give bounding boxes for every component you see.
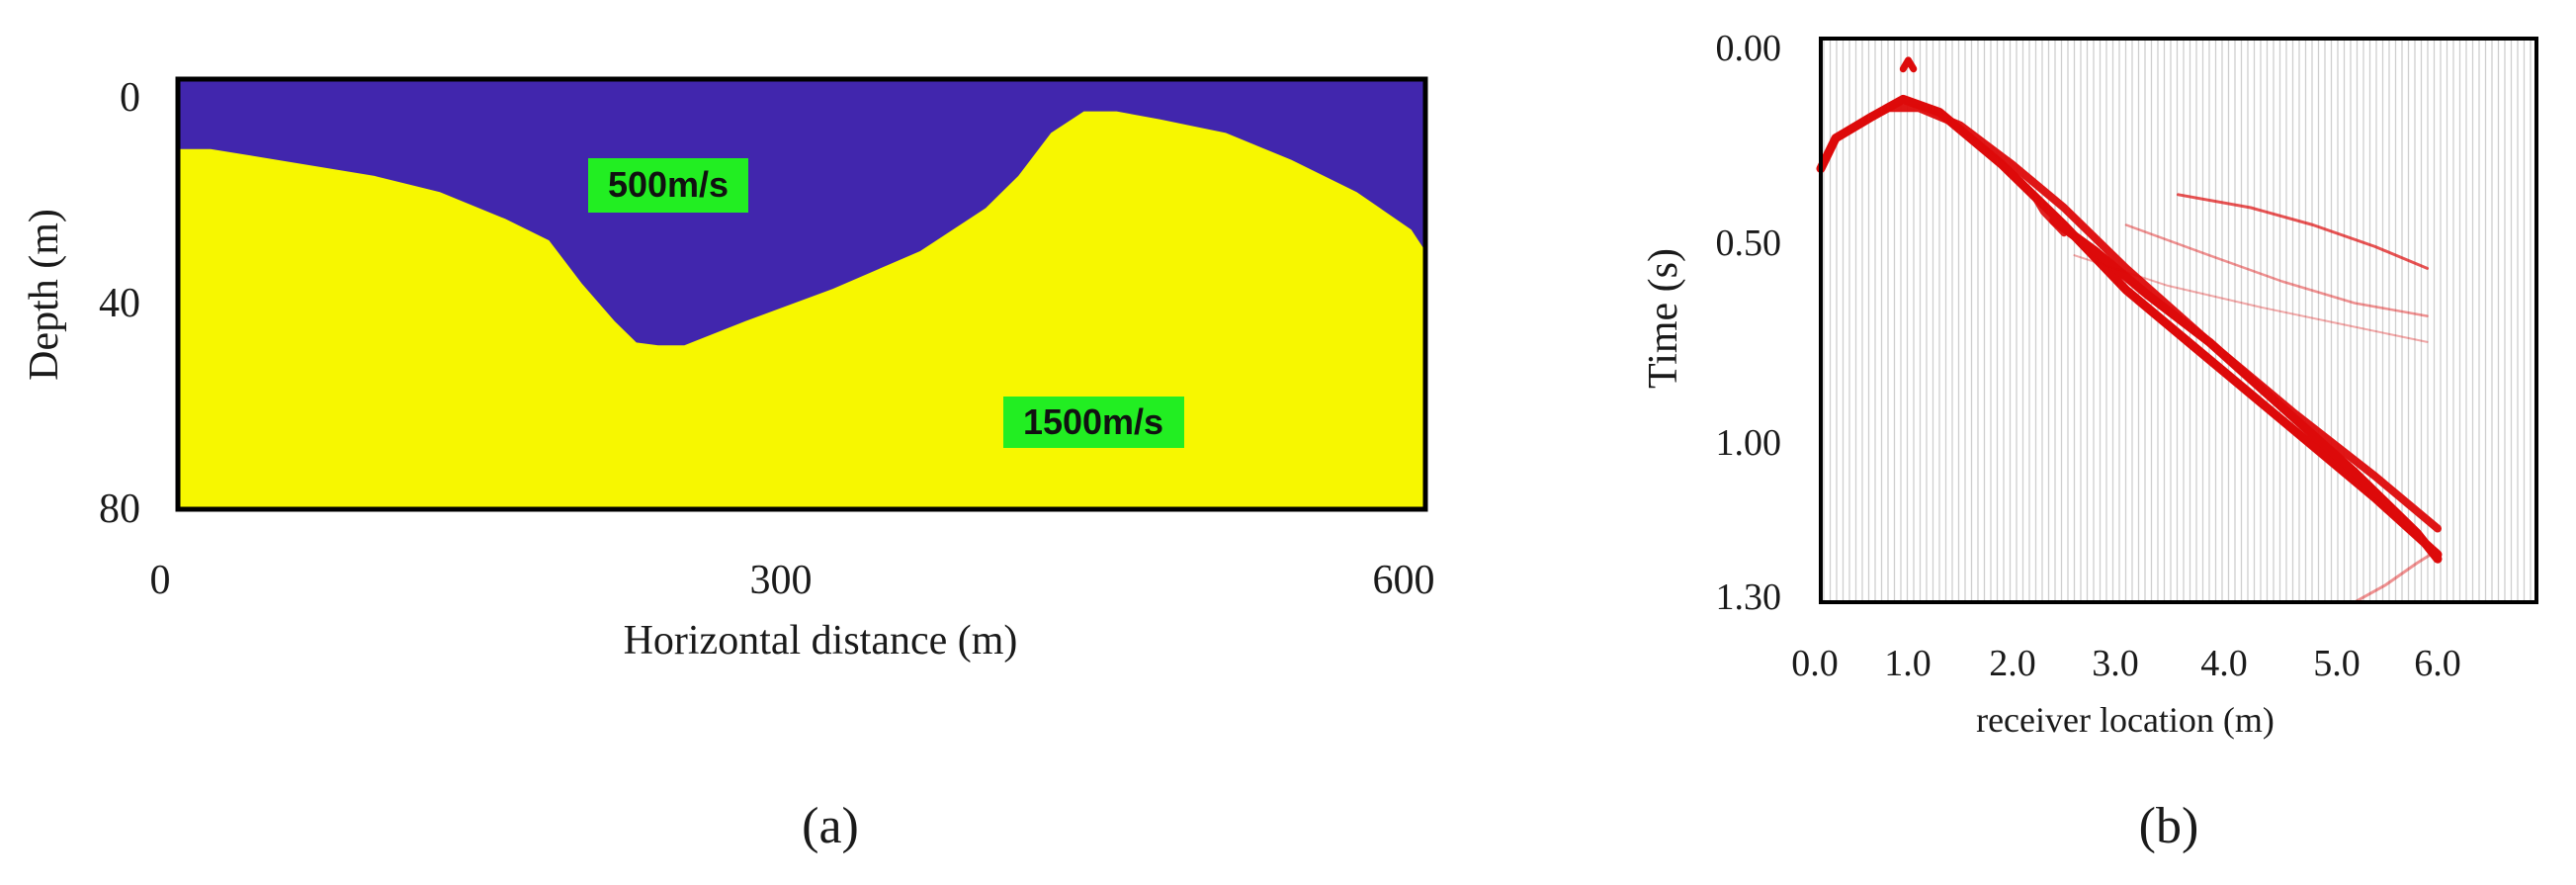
x-axis-label: receiver location (m) [1976,700,2275,740]
panel-b-seismogram: 0.00 0.50 1.00 1.30 0.0 1.0 2.0 3.0 4.0 … [1641,28,2538,854]
panel-label-b: (b) [2139,798,2199,854]
seismic-event-9 [2353,548,2440,604]
y-tick-label-0: 0 [120,75,140,121]
plot-frame [175,76,1428,512]
seismic-event-7 [2124,223,2429,317]
lower-layer-label: 1500m/s [1003,397,1184,448]
y-tick-label-0.00: 0.00 [1716,28,1782,69]
lower-layer-label-text: 1500m/s [1023,401,1163,442]
x-tick-label-6.0: 6.0 [2414,643,2461,684]
x-tick-label-300: 300 [750,558,813,603]
x-axis-label: Horizontal distance (m) [624,618,1018,664]
x-tick-label-0: 0 [150,558,171,603]
y-tick-label-80: 80 [99,487,140,532]
upper-layer-label-box [588,158,748,213]
y-tick-label-0.50: 0.50 [1716,222,1782,264]
y-axis-label: Depth (m) [22,209,67,381]
seismic-event-4 [2029,191,2067,237]
seismic-event-3 [2049,216,2443,564]
trace-grid [1823,39,2532,602]
seismic-event-2 [1883,104,2442,533]
x-tick-label-4.0: 4.0 [2200,643,2248,684]
panel-a-velocity-model: 500m/s 1500m/s 0 40 80 0 300 600 Depth (… [22,75,1435,854]
y-tick-label-40: 40 [99,281,140,326]
x-tick-label-5.0: 5.0 [2313,643,2361,684]
lower-layer-label-box [1003,397,1184,448]
panel-label-a: (a) [802,798,859,854]
seismic-event-5 [1899,56,1918,73]
x-tick-label-2.0: 2.0 [1989,643,2036,684]
x-tick-label-3.0: 3.0 [2092,643,2139,684]
y-tick-label-1.00: 1.00 [1716,422,1782,464]
seismic-event-6 [2177,193,2429,270]
seismic-event-8 [2073,254,2429,343]
upper-layer-label-text: 500m/s [608,164,729,205]
x-tick-label-1.0: 1.0 [1884,643,1932,684]
y-tick-label-1.30: 1.30 [1716,576,1782,618]
x-tick-label-600: 600 [1373,558,1435,603]
y-axis-label: Time (s) [1641,248,1686,389]
plot-frame [1819,37,2538,604]
seismic-events [1816,56,2443,604]
upper-layer-label: 500m/s [588,158,748,213]
x-tick-label-0.0: 0.0 [1791,643,1839,684]
